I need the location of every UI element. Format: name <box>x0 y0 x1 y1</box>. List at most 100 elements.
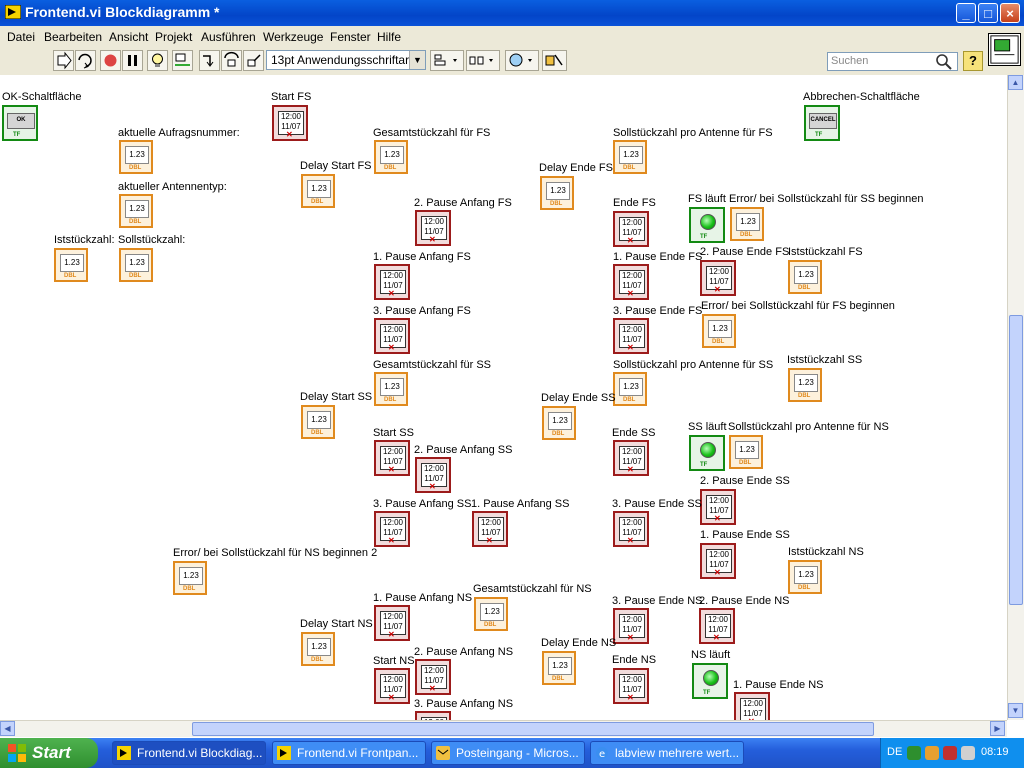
dbl-terminal[interactable]: 1.23 DBL <box>374 372 408 406</box>
timestamp-terminal[interactable]: 12:00 11/07✕ <box>613 264 649 300</box>
dbl-terminal[interactable]: 1.23 DBL <box>729 435 763 469</box>
dbl-terminal[interactable]: 1.23 DBL <box>301 632 335 666</box>
taskbar-item-blockdiagram[interactable]: Frontend.vi Blockdiag... <box>112 741 266 765</box>
minimize-button[interactable]: _ <box>956 3 976 23</box>
dbl-terminal[interactable]: 1.23 DBL <box>374 140 408 174</box>
dbl-tag: DBL <box>798 393 811 399</box>
timestamp-terminal[interactable]: 12:00 11/07✕ <box>700 543 736 579</box>
tray-network-icon[interactable] <box>961 746 975 760</box>
timestamp-terminal[interactable]: 12:00 11/07✕ <box>613 318 649 354</box>
dbl-terminal[interactable]: 1.23 DBL <box>540 176 574 210</box>
dbl-terminal[interactable]: 1.23 DBL <box>119 140 153 174</box>
menu-hilfe[interactable]: Hilfe <box>377 30 402 44</box>
block-diagram-canvas[interactable]: OK-Schaltfläche OK TF Abbrechen-Schaltflä… <box>0 75 1007 720</box>
close-button[interactable]: × <box>1000 3 1020 23</box>
maximize-button[interactable]: □ <box>978 3 998 23</box>
step-into-button[interactable] <box>199 50 220 71</box>
dbl-terminal[interactable]: 1.23 DBL <box>54 248 88 282</box>
taskbar-item-outlook[interactable]: Posteingang - Micros... <box>431 741 585 765</box>
run-button[interactable] <box>53 50 74 71</box>
dbl-terminal[interactable]: 1.23 DBL <box>788 560 822 594</box>
help-button[interactable]: ? <box>963 51 983 71</box>
boolean-indicator[interactable]: TF <box>689 207 725 243</box>
timestamp-terminal[interactable]: 12:00 11/07✕ <box>472 511 508 547</box>
terminal-label: 2. Pause Anfang FS <box>414 197 512 209</box>
timestamp-terminal[interactable]: 12:00 11/07✕ <box>700 489 736 525</box>
scroll-up-icon[interactable]: ▲ <box>1008 75 1023 90</box>
horizontal-scroll-thumb[interactable] <box>192 722 874 736</box>
timestamp-terminal[interactable]: 12:00 11/07✕ <box>613 608 649 644</box>
boolean-indicator[interactable]: TF <box>692 663 728 699</box>
cleanup-diagram-button[interactable] <box>542 50 567 71</box>
reorder-button[interactable] <box>505 50 539 71</box>
timestamp-terminal[interactable]: 12:00 11/07✕ <box>415 659 451 695</box>
pause-button[interactable] <box>122 50 143 71</box>
abort-button[interactable] <box>100 50 121 71</box>
align-objects-button[interactable] <box>430 50 464 71</box>
dbl-terminal[interactable]: 1.23 DBL <box>613 372 647 406</box>
tray-clock-icon[interactable] <box>925 746 939 760</box>
taskbar-item-frontpanel[interactable]: Frontend.vi Frontpan... <box>272 741 426 765</box>
dbl-terminal[interactable]: 1.23 DBL <box>119 194 153 228</box>
dbl-terminal[interactable]: 1.23 DBL <box>119 248 153 282</box>
scroll-left-icon[interactable]: ◀ <box>0 721 15 736</box>
timestamp-terminal[interactable]: 12:00 11/07✕ <box>613 440 649 476</box>
menu-bearbeiten[interactable]: Bearbeiten <box>44 30 103 44</box>
scroll-right-icon[interactable]: ▶ <box>990 721 1005 736</box>
taskbar-item-browser[interactable]: e labview mehrere wert... <box>590 741 744 765</box>
timestamp-terminal[interactable]: 12:00 11/07✕ <box>613 211 649 247</box>
tray-app-icon[interactable] <box>907 746 921 760</box>
menu-datei[interactable]: Datei <box>7 30 36 44</box>
scroll-down-icon[interactable]: ▼ <box>1008 703 1023 718</box>
language-indicator[interactable]: DE <box>887 746 903 758</box>
horizontal-scrollbar[interactable]: ◀ ▶ <box>0 720 1007 737</box>
timestamp-terminal[interactable]: 12:00 11/07✕ <box>699 608 735 644</box>
boolean-indicator[interactable]: TF <box>689 435 725 471</box>
timestamp-terminal[interactable]: 12:00 11/07✕ <box>272 105 308 141</box>
dbl-terminal[interactable]: 1.23 DBL <box>301 405 335 439</box>
dbl-terminal[interactable]: 1.23 DBL <box>730 207 764 241</box>
dbl-terminal[interactable]: 1.23 DBL <box>542 651 576 685</box>
timestamp-terminal[interactable]: 12:00 11/07✕ <box>374 440 410 476</box>
search-input[interactable]: Suchen <box>827 52 958 71</box>
font-select[interactable]: 13pt Anwendungsschriftart ▼ <box>266 50 426 70</box>
menu-werkzeuge[interactable]: Werkzeuge <box>263 30 324 44</box>
timestamp-terminal[interactable]: 12:00 11/07✕ <box>374 264 410 300</box>
cancel-button-terminal[interactable]: CANCEL TF <box>804 105 840 141</box>
dbl-terminal[interactable]: 1.23 DBL <box>788 260 822 294</box>
timestamp-terminal[interactable]: 12:00 11/07✕ <box>374 668 410 704</box>
timestamp-terminal[interactable]: 12:00 11/07✕ <box>700 260 736 296</box>
menu-ausfuehren[interactable]: Ausführen <box>201 30 256 44</box>
dbl-terminal[interactable]: 1.23 DBL <box>301 174 335 208</box>
dbl-terminal[interactable]: 1.23 DBL <box>788 368 822 402</box>
menu-projekt[interactable]: Projekt <box>155 30 193 44</box>
step-over-button[interactable] <box>221 50 242 71</box>
start-button[interactable]: Start <box>0 738 98 768</box>
dbl-terminal[interactable]: 1.23 DBL <box>542 406 576 440</box>
dbl-terminal[interactable]: 1.23 DBL <box>474 597 508 631</box>
vertical-scrollbar[interactable]: ▲ ▼ <box>1007 75 1024 720</box>
timestamp-terminal[interactable]: 12:00 11/07✕ <box>613 668 649 704</box>
menu-fenster[interactable]: Fenster <box>330 30 371 44</box>
menu-ansicht[interactable]: Ansicht <box>109 30 149 44</box>
timestamp-terminal[interactable]: 12:00 11/07✕ <box>374 511 410 547</box>
tray-antivirus-icon[interactable] <box>943 746 957 760</box>
dbl-terminal[interactable]: 1.23 DBL <box>173 561 207 595</box>
timestamp-terminal[interactable]: 12:00 11/07✕ <box>415 711 451 720</box>
retain-wire-values-button[interactable] <box>172 50 193 71</box>
search-icon[interactable] <box>935 53 953 71</box>
timestamp-terminal[interactable]: 12:00 11/07✕ <box>613 511 649 547</box>
timestamp-terminal[interactable]: 12:00 11/07✕ <box>415 457 451 493</box>
highlight-execution-button[interactable] <box>147 50 168 71</box>
run-continuously-button[interactable] <box>75 50 96 71</box>
distribute-objects-button[interactable] <box>466 50 500 71</box>
step-out-button[interactable] <box>243 50 264 71</box>
timestamp-terminal[interactable]: 12:00 11/07✕ <box>415 210 451 246</box>
vertical-scroll-thumb[interactable] <box>1009 315 1023 605</box>
ok-button-terminal[interactable]: OK TF <box>2 105 38 141</box>
timestamp-terminal[interactable]: 12:00 11/07✕ <box>374 318 410 354</box>
dbl-terminal[interactable]: 1.23 DBL <box>702 314 736 348</box>
timestamp-terminal[interactable]: 12:00 11/07✕ <box>734 692 770 720</box>
timestamp-terminal[interactable]: 12:00 11/07✕ <box>374 605 410 641</box>
dbl-terminal[interactable]: 1.23 DBL <box>613 140 647 174</box>
